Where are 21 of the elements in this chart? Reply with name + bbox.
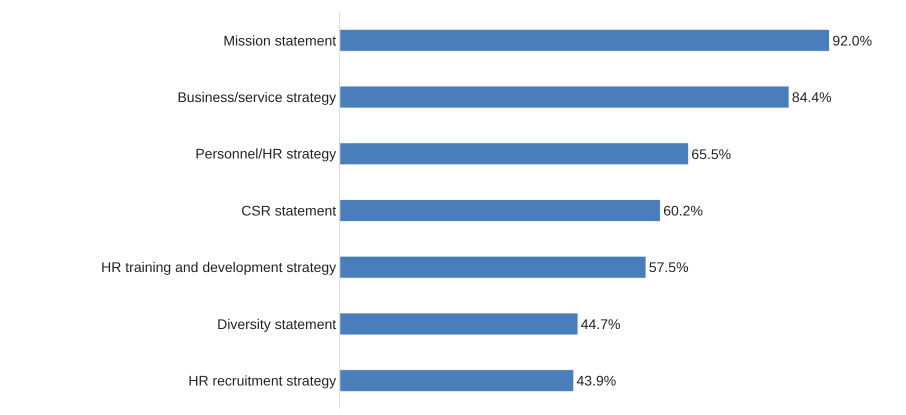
data-label: 92.0% [832, 32, 872, 48]
y-tick-label: HR training and development strategy [101, 259, 336, 276]
bar [340, 86, 790, 108]
bar [340, 142, 689, 165]
data-label: 43.9% [576, 372, 616, 389]
bar [340, 370, 574, 392]
y-tick-label: Business/service strategy [177, 88, 336, 105]
bar [340, 199, 660, 222]
data-label: 57.5% [648, 259, 689, 276]
data-label: 84.4% [792, 89, 832, 106]
bar [340, 312, 578, 335]
bar [340, 256, 646, 278]
y-tick-label: Diversity statement [217, 316, 336, 332]
data-label: 44.7% [580, 316, 620, 332]
data-label: 60.2% [663, 202, 703, 218]
bar [340, 29, 830, 52]
data-label: 65.5% [691, 146, 732, 162]
y-tick-label: Personnel/HR strategy [195, 146, 336, 162]
y-tick-label: HR recruitment strategy [188, 372, 336, 389]
y-tick-label: CSR statement [241, 202, 336, 218]
y-tick-label: Mission statement [223, 32, 336, 48]
